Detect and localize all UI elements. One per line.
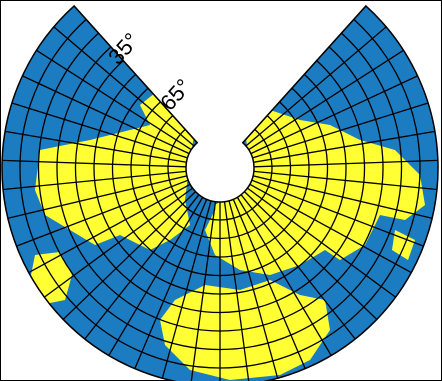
- grid-line: [252, 102, 429, 159]
- grid-line: [250, 75, 418, 155]
- grid-line: [22, 75, 190, 155]
- grid-line: [247, 187, 397, 298]
- grid-line: [108, 196, 204, 356]
- grid-line: [252, 175, 433, 219]
- grid-line: [240, 194, 356, 340]
- grid-line: [134, 199, 208, 369]
- grid-line: [251, 179, 424, 247]
- grid-line: [7, 175, 188, 219]
- grid-line: [244, 191, 378, 320]
- grid-line: [248, 49, 404, 151]
- grid-line: [245, 26, 387, 147]
- grid-line: [190, 201, 217, 381]
- grid-line: [3, 170, 187, 191]
- grid-line: [36, 49, 192, 151]
- grid-line: [223, 201, 250, 381]
- grid-line: [4, 130, 187, 163]
- grid-line: [11, 102, 188, 159]
- graticule: [2, 5, 438, 381]
- grid-line: [253, 159, 438, 168]
- grid-line: [236, 196, 332, 356]
- grid-line: [232, 199, 306, 369]
- grid-line: [53, 26, 195, 147]
- grid-line: [62, 191, 196, 320]
- sector-outline: [1, 4, 439, 381]
- grid-line: [43, 187, 193, 298]
- grid-line: [84, 194, 200, 340]
- grid-line: [249, 183, 412, 274]
- grid-line: [228, 200, 279, 379]
- grid-line: [161, 200, 212, 379]
- grid-line: [253, 170, 437, 191]
- grid-line: [253, 130, 436, 163]
- grid-line: [2, 159, 187, 168]
- grid-line: [28, 183, 191, 274]
- grid-line: [16, 179, 189, 247]
